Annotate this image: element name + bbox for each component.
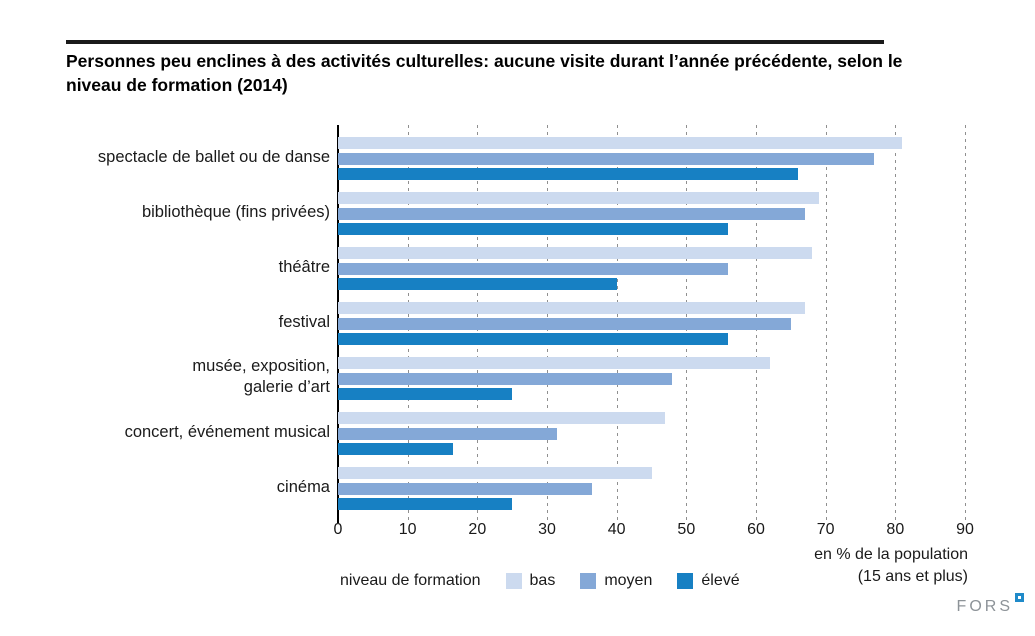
- x-tick-label-70: 70: [816, 521, 835, 538]
- title-rule: [66, 40, 884, 44]
- x-tick-label-40: 40: [607, 521, 626, 538]
- bar-bas-1: [338, 192, 819, 204]
- plot-area: [337, 125, 966, 523]
- category-label-5: concert, événement musical: [124, 422, 330, 441]
- bar-élevé-0: [338, 168, 798, 180]
- bar-élevé-5: [338, 443, 453, 455]
- bar-group-1: [338, 192, 965, 235]
- bar-group-6: [338, 467, 965, 510]
- legend-label-eleve: élevé: [701, 572, 740, 589]
- x-tick-label-60: 60: [747, 521, 765, 538]
- bar-moyen-3: [338, 317, 791, 330]
- legend-item-moyen: moyen: [580, 572, 652, 590]
- x-tick-label-10: 10: [398, 521, 417, 538]
- legend-title: niveau de formation: [340, 572, 481, 589]
- bar-group-4: [338, 357, 965, 400]
- x-tick-label-90: 90: [956, 521, 974, 538]
- category-label-2: théâtre: [278, 257, 330, 276]
- bar-moyen-1: [338, 207, 805, 220]
- bar-group-2: [338, 247, 965, 290]
- x-tick-label-80: 80: [886, 521, 905, 538]
- bar-élevé-4: [338, 388, 513, 400]
- legend-swatch-moyen: [580, 573, 597, 589]
- category-label-4: musée, exposition, galerie d’art: [192, 357, 330, 396]
- gridline-90: [965, 125, 966, 523]
- bar-bas-0: [338, 137, 903, 149]
- bar-group-3: [338, 302, 965, 345]
- x-axis-labels: 0 10 20 30 40 50 60 70 80 90: [334, 521, 974, 541]
- bar-bas-4: [338, 357, 770, 369]
- bar-bas-5: [338, 412, 666, 424]
- bar-moyen-2: [338, 262, 729, 275]
- bar-bas-6: [338, 467, 652, 479]
- x-axis-unit-line2: (15 ans et plus): [857, 568, 968, 585]
- fors-logo-square-icon: [1015, 593, 1024, 602]
- bar-moyen-5: [338, 427, 558, 440]
- x-tick-label-0: 0: [333, 521, 343, 538]
- bar-bas-3: [338, 302, 805, 314]
- bar-élevé-2: [338, 278, 617, 290]
- bar-élevé-1: [338, 223, 729, 235]
- x-axis-unit-line1: en % de la population: [814, 546, 968, 563]
- x-tick-label-30: 30: [538, 521, 556, 538]
- bar-moyen-6: [338, 482, 593, 495]
- category-label-6: cinéma: [276, 477, 330, 496]
- gridline-70: [825, 125, 827, 523]
- bar-group-5: [338, 412, 965, 455]
- legend-item-eleve: élevé: [677, 572, 740, 590]
- x-tick-label-20: 20: [468, 521, 487, 538]
- legend: niveau de formation bas moyen élevé: [340, 570, 740, 592]
- bar-bas-2: [338, 247, 812, 259]
- bar-élevé-3: [338, 333, 729, 345]
- chart-title: Personnes peu enclines à des activités c…: [66, 51, 903, 95]
- gridline-80: [895, 125, 897, 523]
- category-label-3: festival: [278, 312, 330, 331]
- x-axis-unit-label: en % de la population (15 ans et plus): [708, 544, 968, 588]
- bar-moyen-4: [338, 372, 673, 385]
- fors-logo: FORS: [956, 593, 1024, 616]
- fors-logo-text: FORS: [956, 598, 1013, 615]
- legend-swatch-eleve: [677, 573, 694, 589]
- legend-item-bas: bas: [505, 572, 556, 590]
- legend-label-moyen: moyen: [604, 572, 653, 589]
- bar-group-0: [338, 137, 965, 180]
- legend-label-bas: bas: [529, 572, 556, 589]
- category-label-1: bibliothèque (fins privées): [141, 202, 330, 221]
- bar-élevé-6: [338, 498, 513, 510]
- category-labels: spectacle de ballet ou de danse bibliothè…: [40, 125, 330, 517]
- bar-moyen-0: [338, 152, 875, 165]
- legend-swatch-bas: [505, 573, 522, 589]
- x-tick-label-50: 50: [677, 521, 696, 538]
- category-label-0: spectacle de ballet ou de danse: [97, 147, 330, 166]
